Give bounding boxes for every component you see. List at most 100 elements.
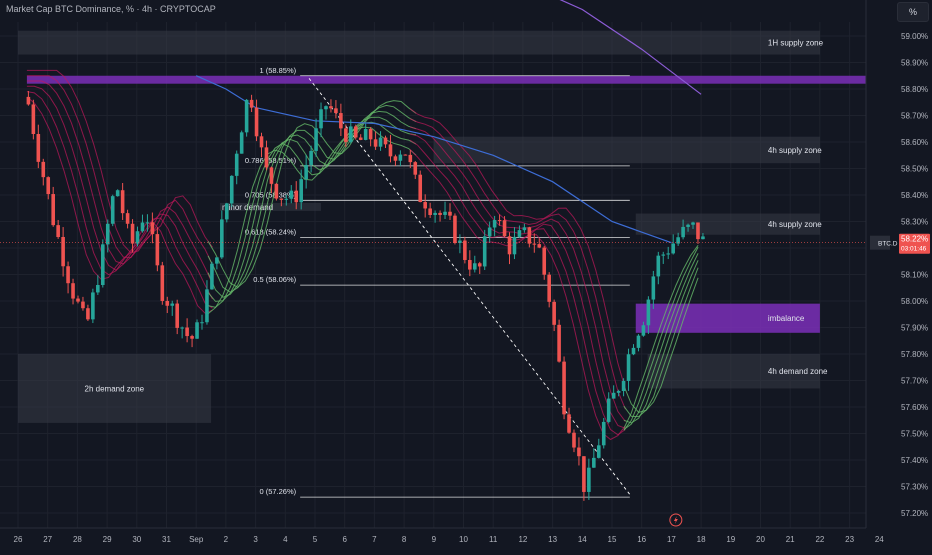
price-tag-value: 58.22% [901, 235, 928, 244]
candle-body [468, 259, 472, 270]
candle-body [115, 190, 120, 197]
time-axis-label: 10 [459, 535, 468, 544]
time-axis-label: 31 [162, 535, 171, 544]
zone-4h-supply-zone [433, 136, 820, 164]
ema-ribbon-green [623, 246, 699, 431]
fib-level-label: 1 (58.85%) [259, 66, 296, 75]
candle-body [517, 230, 522, 237]
candle-body [155, 234, 160, 266]
candle-body [443, 211, 447, 215]
price-axis-label: 58.90% [901, 59, 928, 68]
time-axis-label: 5 [313, 535, 318, 544]
price-axis-label: 58.30% [901, 218, 928, 227]
candle-body [552, 301, 556, 325]
candle-body [71, 283, 75, 299]
candle-body [319, 109, 323, 129]
candle-body [175, 303, 179, 328]
candle-body [284, 198, 289, 200]
candle-body [185, 327, 189, 337]
candle-body [537, 244, 542, 248]
candle-body [482, 236, 487, 267]
zone-label: imbalance [768, 314, 805, 323]
candle-body [244, 99, 249, 133]
zone-label: 1H supply zone [768, 39, 824, 48]
price-axis-label: 57.70% [901, 377, 928, 386]
candle-body [448, 211, 452, 216]
candle-body [239, 132, 244, 154]
candle-body [403, 154, 408, 156]
fib-level-label: 0.5 (58.06%) [253, 275, 296, 284]
candle-body [348, 126, 353, 142]
candle-body [190, 336, 194, 339]
time-axis-label: 26 [14, 535, 23, 544]
candle-body [666, 253, 671, 255]
candle-body [269, 167, 274, 184]
candle-body [453, 215, 457, 243]
time-axis-label: 20 [756, 535, 765, 544]
price-axis-label: 58.10% [901, 271, 928, 280]
candle-body [105, 223, 110, 245]
price-axis-label: 57.40% [901, 456, 928, 465]
candle-body [86, 308, 90, 320]
candle-body [373, 139, 378, 147]
candle-body [433, 212, 437, 215]
candle-body [398, 154, 403, 161]
candle-body [383, 137, 388, 145]
ema-ribbon-red [409, 108, 626, 390]
candle-body [299, 179, 303, 203]
candle-body [51, 194, 55, 226]
candle-body [76, 298, 80, 302]
percent-scale-button[interactable]: % [897, 2, 929, 22]
price-axis-label: 59.00% [901, 32, 928, 41]
candle-body [160, 265, 165, 301]
candle-body [671, 243, 675, 254]
candle-body [477, 263, 482, 267]
zone-minor-demand [219, 202, 321, 211]
candle-body [61, 237, 65, 267]
candle-body [646, 299, 651, 326]
candle-body [110, 196, 115, 224]
candle-body [532, 243, 537, 245]
price-axis-label: 57.80% [901, 350, 928, 359]
candle-body [691, 222, 695, 225]
price-axis-label: 57.50% [901, 430, 928, 439]
candle-body [41, 161, 46, 178]
price-axis-label: 58.50% [901, 165, 928, 174]
ema-ribbon-red [26, 80, 213, 284]
candle-body [368, 129, 373, 140]
time-axis-label: 2 [224, 535, 229, 544]
candle-body [135, 231, 140, 244]
ema-ribbon-green [207, 104, 417, 293]
candle-body [567, 414, 571, 433]
candle-body [572, 432, 576, 448]
time-axis-label: 27 [43, 535, 52, 544]
candle-body [334, 108, 338, 114]
candle-body [636, 335, 641, 348]
candle-body [408, 154, 413, 163]
candle-body [150, 222, 155, 235]
time-axis-label: 23 [845, 535, 854, 544]
candle-body [31, 104, 36, 135]
time-axis-label: 21 [786, 535, 795, 544]
symbol-tag-label: BTC.D [878, 241, 898, 248]
ema-ribbon-green [207, 126, 417, 315]
time-axis-label: 19 [726, 535, 735, 544]
candle-body [686, 224, 690, 227]
time-axis-label: 6 [342, 535, 347, 544]
candle-body [492, 220, 497, 228]
time-axis-label: 14 [578, 535, 587, 544]
candle-body [264, 147, 269, 168]
candle-body [587, 467, 591, 492]
candle-body [463, 240, 467, 260]
time-axis-label: 29 [103, 535, 112, 544]
candle-body [487, 227, 492, 237]
ema-ribbon-green [207, 110, 417, 298]
time-axis-label: 9 [432, 535, 437, 544]
ema-line-purple [559, 0, 702, 95]
candle-body [205, 289, 209, 323]
candle-body [547, 274, 551, 302]
time-axis-label: 4 [283, 535, 288, 544]
candle-body [344, 128, 348, 142]
